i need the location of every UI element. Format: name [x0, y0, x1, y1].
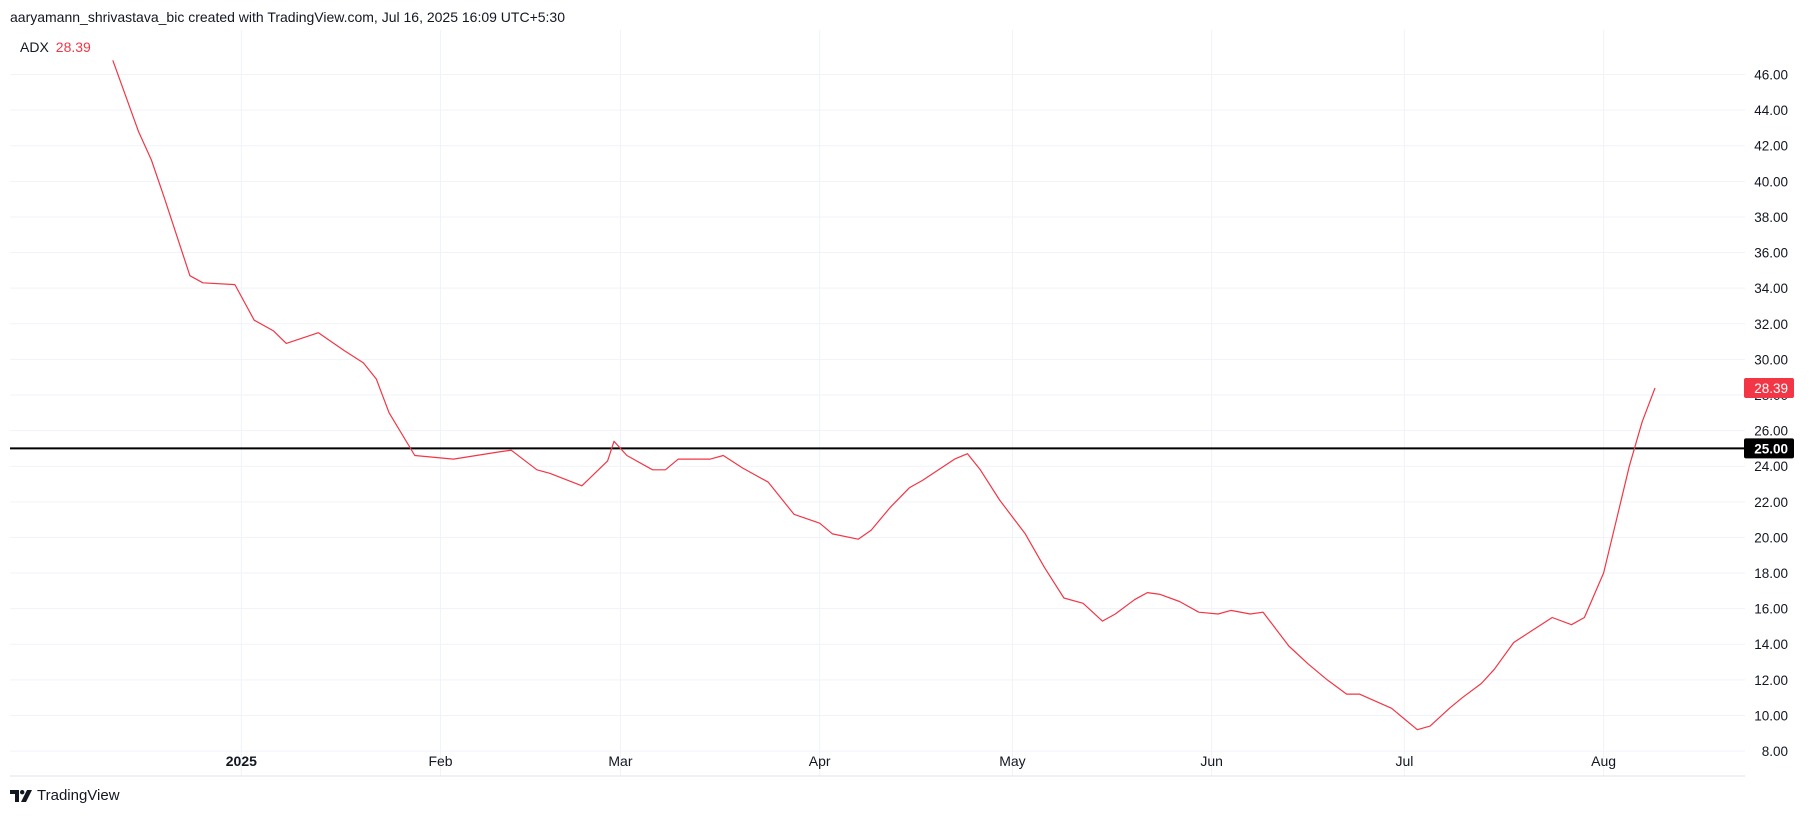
x-tick-label: Feb — [428, 753, 452, 769]
tradingview-brand-label: TradingView — [37, 787, 120, 804]
x-tick-label: Mar — [608, 753, 632, 769]
y-tick-label: 32.00 — [1754, 317, 1788, 332]
y-tick-label: 20.00 — [1754, 530, 1788, 545]
reference-value-badge — [1744, 438, 1794, 459]
series-group — [112, 60, 1656, 731]
y-tick-label: 30.00 — [1754, 352, 1788, 367]
x-tick-label: 2025 — [226, 753, 257, 769]
y-tick-label: 8.00 — [1762, 744, 1788, 759]
y-tick-label: 34.00 — [1754, 281, 1788, 296]
y-tick-label: 44.00 — [1754, 103, 1788, 118]
y-tick-label: 18.00 — [1754, 566, 1788, 581]
x-tick-label: Jun — [1200, 753, 1223, 769]
y-tick-label: 24.00 — [1754, 459, 1788, 474]
x-tick-label: Jul — [1395, 753, 1413, 769]
y-tick-label: 38.00 — [1754, 210, 1788, 225]
series-line-adx — [112, 60, 1656, 731]
y-tick-label: 26.00 — [1754, 424, 1788, 439]
y-tick-label: 12.00 — [1754, 673, 1788, 688]
indicator-legend[interactable]: ADX 28.39 — [20, 39, 91, 55]
reference-value-badge-label: 25.00 — [1754, 441, 1788, 456]
y-tick-label: 42.00 — [1754, 139, 1788, 154]
x-axis: 2025 Feb Mar Apr May Jun Jul Aug — [226, 753, 1616, 769]
y-tick-label: 14.00 — [1754, 637, 1788, 652]
x-tick-label: Apr — [809, 753, 831, 769]
price-badges: 28.39 25.00 — [1744, 378, 1794, 459]
last-value-badge — [1744, 378, 1794, 399]
legend-indicator-name: ADX — [20, 39, 49, 55]
y-tick-label: 22.00 — [1754, 495, 1788, 510]
tradingview-logo-icon — [10, 789, 32, 802]
last-value-badge-label: 28.39 — [1754, 381, 1788, 396]
y-axis: 8.00 10.00 12.00 14.00 16.00 18.00 20.00 22.00 2… — [1754, 68, 1788, 760]
grid-lines — [10, 30, 1745, 776]
y-tick-label: 16.00 — [1754, 602, 1788, 617]
y-tick-label: 10.00 — [1754, 708, 1788, 723]
y-tick-label: 40.00 — [1754, 174, 1788, 189]
y-tick-label: 36.00 — [1754, 246, 1788, 261]
x-tick-label: May — [999, 753, 1025, 769]
y-tick-label: 46.00 — [1754, 68, 1788, 83]
x-tick-label: Aug — [1591, 753, 1616, 769]
chart-credit: aaryamann_shrivastava_bic created with T… — [10, 9, 566, 25]
tradingview-brand[interactable]: TradingView — [10, 787, 120, 804]
legend-indicator-value: 28.39 — [55, 39, 91, 55]
